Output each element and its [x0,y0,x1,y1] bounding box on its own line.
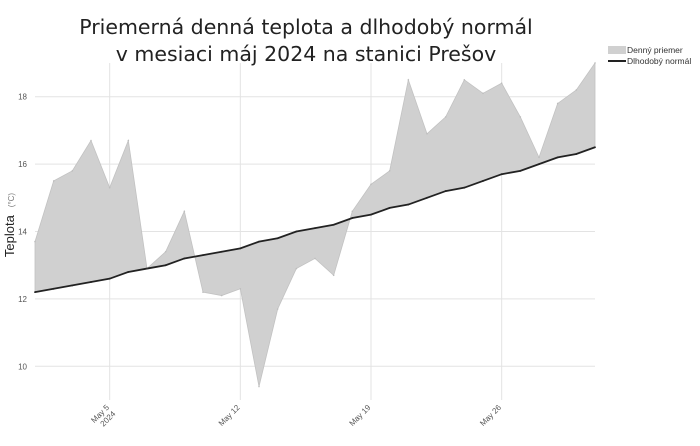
point-dlhodoby-normal [463,186,466,189]
point-denny-priemer [556,102,559,105]
area-layer [34,61,596,387]
point-dlhodoby-normal [538,163,540,166]
point-denny-priemer [295,267,298,270]
point-dlhodoby-normal [351,217,354,219]
point-denny-priemer [332,274,335,277]
point-dlhodoby-normal [202,254,204,256]
point-dlhodoby-normal [519,169,522,172]
point-denny-priemer [538,156,540,159]
point-denny-priemer [407,79,410,81]
point-dlhodoby-normal [239,247,242,250]
point-denny-priemer [258,385,260,388]
point-denny-priemer [519,116,522,118]
point-denny-priemer [164,250,167,253]
point-dlhodoby-normal [388,207,391,209]
legend: Denný priemer Dlhodobý normál [608,45,691,66]
point-denny-priemer [202,291,204,293]
y-tick-label: 12 [18,295,27,304]
y-tick-label: 16 [18,160,27,169]
point-dlhodoby-normal [52,287,55,290]
point-denny-priemer [52,180,55,182]
y-axis-unit: (°C) [7,193,16,208]
chart-title-line-1: Priemerná denná teplota a dlhodobý normá… [79,15,533,39]
y-axis-title: Teplota (°C) [1,193,18,258]
legend-label-area: Denný priemer [627,45,683,55]
point-dlhodoby-normal [594,146,596,149]
point-denny-priemer [388,170,391,172]
point-denny-priemer [444,116,447,118]
series-area-denny-priemer [34,61,596,387]
point-denny-priemer [127,139,130,142]
y-tick-label: 14 [18,228,27,237]
point-denny-priemer [575,89,578,91]
y-tick-label: 18 [18,93,27,102]
point-denny-priemer [594,62,596,64]
chart-title-line-2: v mesiaci máj 2024 na stanici Prešov [116,42,497,66]
point-dlhodoby-normal [71,284,74,287]
point-denny-priemer [500,82,503,85]
point-dlhodoby-normal [556,156,559,159]
point-denny-priemer [482,92,484,95]
point-dlhodoby-normal [108,277,111,280]
x-tick-label: May 19 [347,403,372,428]
point-dlhodoby-normal [164,264,167,267]
point-denny-priemer [463,79,466,81]
point-dlhodoby-normal [407,203,410,206]
point-dlhodoby-normal [444,190,447,192]
point-dlhodoby-normal [314,227,316,230]
legend-label-line: Dlhodobý normál [627,56,691,66]
x-tick-label: May 26 [478,403,503,428]
point-denny-priemer [34,240,36,243]
point-denny-priemer [276,308,279,310]
point-denny-priemer [370,183,372,186]
point-denny-priemer [239,287,242,290]
point-dlhodoby-normal [146,267,148,270]
point-dlhodoby-normal [575,153,578,155]
x-tick: May 19 [347,403,372,428]
point-dlhodoby-normal [370,213,372,216]
point-denny-priemer [90,139,92,142]
point-dlhodoby-normal [34,291,36,294]
point-dlhodoby-normal [276,237,279,240]
y-axis-label: Teplota [2,214,17,257]
line-layer [34,62,596,388]
x-tick-label: May 12 [217,403,242,428]
point-denny-priemer [183,210,186,213]
point-dlhodoby-normal [500,173,503,176]
x-tick: May 26 [478,403,503,428]
point-dlhodoby-normal [220,250,223,253]
point-denny-priemer [108,186,111,189]
point-dlhodoby-normal [90,281,92,283]
point-denny-priemer [71,170,74,172]
point-dlhodoby-normal [332,223,335,226]
x-tick: May 12 [217,403,242,428]
point-dlhodoby-normal [295,230,298,233]
legend-swatch-area [608,46,626,54]
point-dlhodoby-normal [426,196,428,199]
y-tick-label: 10 [18,362,27,371]
point-denny-priemer [220,294,223,297]
svg-text:Teplota (°C): Teplota (°C) [1,193,18,258]
point-denny-priemer [314,257,316,260]
point-denny-priemer [351,210,354,213]
point-dlhodoby-normal [127,271,130,273]
point-dlhodoby-normal [183,257,186,260]
point-denny-priemer [426,132,428,135]
point-dlhodoby-normal [482,180,484,182]
point-dlhodoby-normal [258,240,260,243]
